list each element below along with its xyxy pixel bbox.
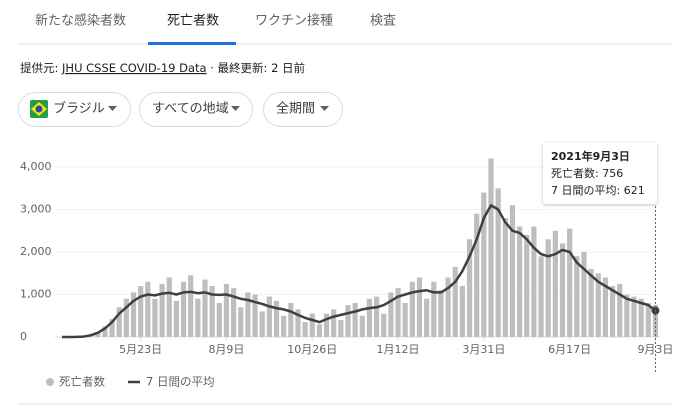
bar [281,316,286,337]
bar [138,286,143,337]
bar [174,301,179,337]
bar [317,324,322,337]
bar [331,309,336,337]
tooltip-row: 7 日間の平均: 621 [551,184,645,197]
bar [460,286,465,337]
bar [167,278,172,338]
x-tick-label: 10月26日 [287,343,337,356]
bar [353,303,358,337]
bar [574,256,579,337]
bar [152,299,157,337]
bar [410,282,415,337]
source-suffix: · 最終更新: 2 日前 [207,61,305,75]
y-tick-label: 4,000 [20,160,52,173]
bar [417,278,422,338]
filter-region[interactable]: すべての地域 [140,93,253,127]
bar [617,284,622,337]
bar [195,299,200,337]
bar [345,305,350,337]
bar [524,235,529,337]
bar [367,299,372,337]
bar [531,227,536,338]
x-tick-label: 8月9日 [208,343,244,356]
bar [224,284,229,337]
bar [589,269,594,337]
filter-period[interactable]: 全期間 [264,93,343,127]
x-tick-label: 3月31日 [462,343,505,356]
bar [560,244,565,338]
bar [202,280,207,337]
bar [546,239,551,337]
source-prefix: 提供元: [20,61,62,75]
bar [510,205,515,337]
bar [403,303,408,337]
legend-label: 7 日間の平均 [146,375,214,389]
bar [438,290,443,337]
tab[interactable]: 新たな感染者数 [35,13,126,29]
source-line: 提供元: JHU CSSE COVID-19 Data · 最終更新: 2 日前 [20,61,305,75]
tooltip-title: 2021年9月3日 [551,149,630,163]
bar [267,297,272,337]
tooltip: 2021年9月3日 死亡者数: 756 7 日間の平均: 621 [543,143,657,204]
bar [381,314,386,337]
y-tick-label: 0 [20,330,27,343]
bar [624,295,629,338]
x-tick-label: 5月23日 [119,343,162,356]
x-tick-label: 6月17日 [548,343,591,356]
y-tick-label: 1,000 [20,288,52,301]
tooltip-value: 756 [602,167,623,180]
bar [360,316,365,337]
legend-swatch [46,378,54,386]
bar [145,282,150,337]
bar [610,286,615,337]
bar [303,322,308,337]
tooltip-label: 7 日間の平均: [551,184,624,197]
tab[interactable]: 検査 [370,14,396,29]
bar [274,301,279,337]
y-tick-label: 2,000 [20,245,52,258]
bar [567,229,572,337]
bar [517,227,522,338]
bar [374,297,379,337]
legend-label: 死亡者数 [59,375,105,389]
bar [260,312,265,338]
bar [646,303,651,337]
flag-circle [36,106,43,113]
tab[interactable]: ワクチン接種 [255,13,333,29]
tooltip-label: 死亡者数: [551,166,602,180]
bar [160,284,165,337]
filter-label: すべての地域 [152,102,229,117]
filter-label: ブラジル [53,101,105,117]
bar [488,159,493,338]
bar [431,282,436,337]
y-tick-label: 3,000 [20,203,52,216]
bar [538,256,543,337]
bar [324,314,329,337]
tooltip-row: 死亡者数: 756 [551,166,623,180]
active-tab-indicator [148,42,236,45]
bar [188,275,193,337]
average-line [62,205,656,337]
tooltip-value: 621 [624,184,645,197]
bar [581,252,586,337]
filter-label: 全期間 [276,101,315,117]
x-tick-label: 1月12日 [377,343,420,356]
bar [553,231,558,337]
bar [424,299,429,337]
bar [217,303,222,337]
tab[interactable]: 死亡者数 [167,14,219,29]
filter-brazil[interactable]: ブラジル [19,93,131,127]
bar [181,282,186,337]
bar [310,314,315,337]
bar [338,320,343,337]
bar [238,307,243,337]
source-link[interactable]: JHU CSSE COVID-19 Data [61,61,207,75]
bar [288,303,293,337]
bar [503,218,508,337]
